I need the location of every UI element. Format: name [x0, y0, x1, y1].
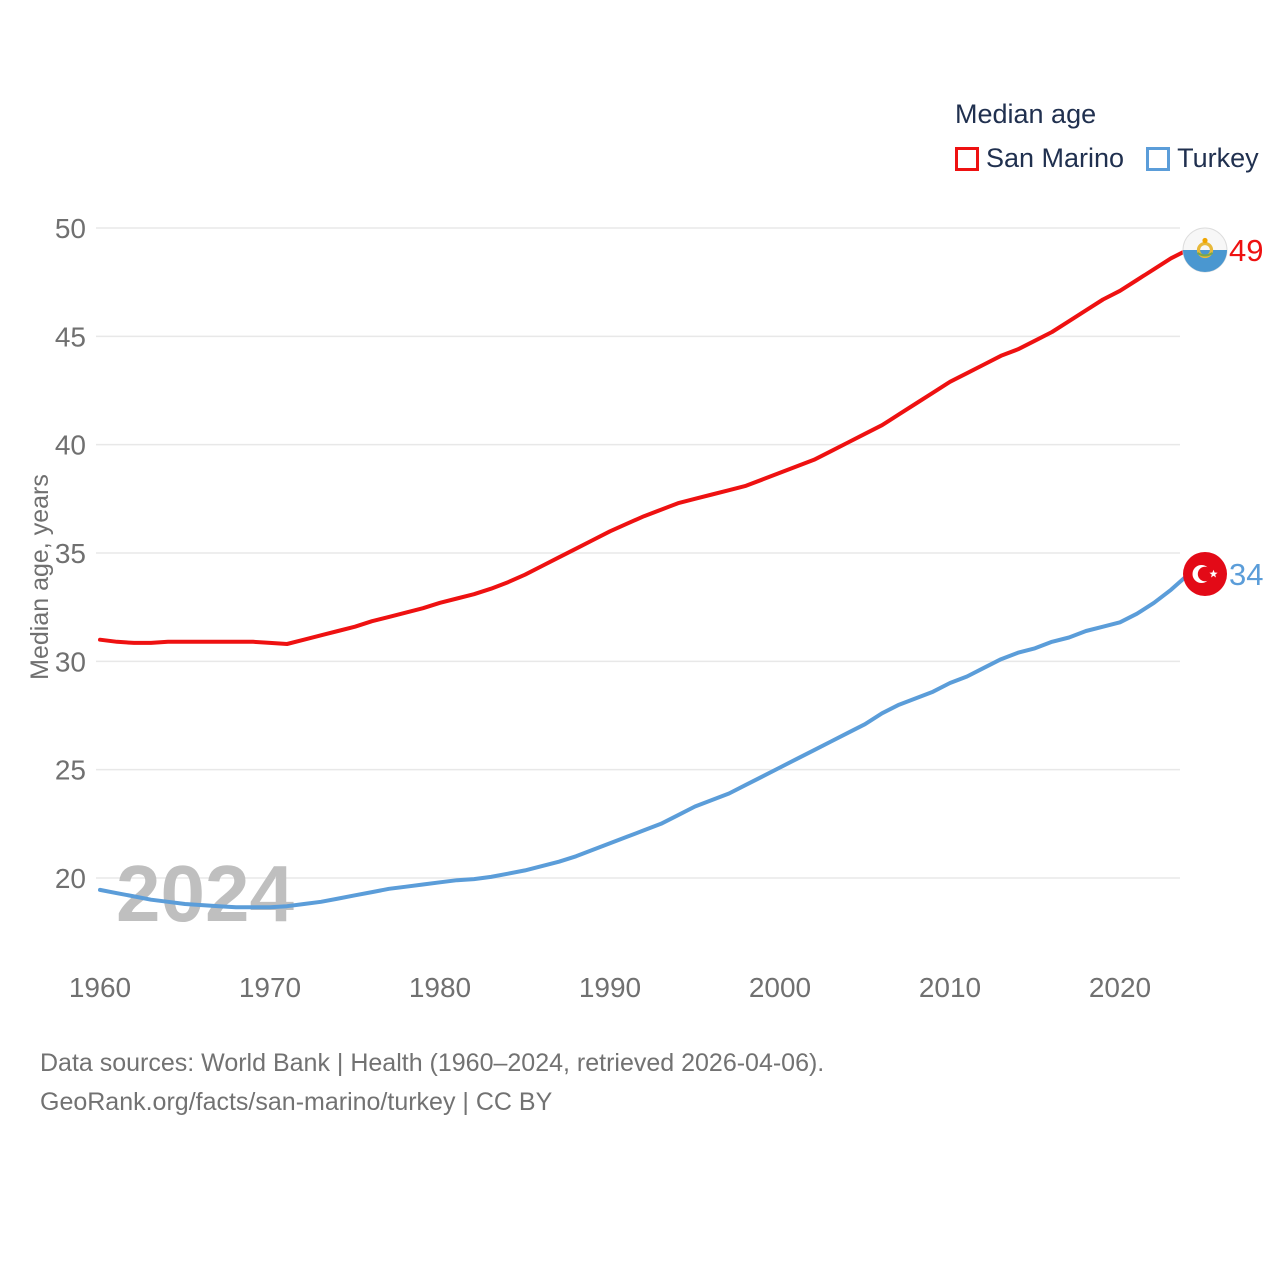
- x-tick-label: 2010: [919, 972, 981, 1003]
- y-tick-label: 50: [55, 213, 86, 244]
- gridlines: [96, 227, 1180, 879]
- x-axis-tick-labels: 1960 1970 1980 1990 2000 2010 2020: [69, 972, 1151, 1003]
- data-sources-line: Data sources: World Bank | Health (1960–…: [40, 1049, 825, 1077]
- y-tick-label: 35: [55, 538, 86, 569]
- y-axis-tick-labels: 50 45 40 35 30 25 20: [55, 213, 86, 894]
- san-marino-checkbox-icon[interactable]: [955, 146, 979, 171]
- san-marino-flag-icon: [1182, 227, 1228, 273]
- y-tick-label: 30: [55, 646, 86, 677]
- x-tick-label: 1970: [239, 972, 301, 1003]
- turkey-checkbox-icon[interactable]: [1146, 146, 1171, 171]
- y-tick-label: 20: [55, 863, 86, 894]
- series-lines: [98, 247, 1190, 910]
- legend-item-turkey[interactable]: Turkey: [1146, 143, 1259, 174]
- watermark-year: 2024: [116, 849, 295, 938]
- legend-title: Median age: [955, 99, 1097, 129]
- san-marino-line: [98, 247, 1190, 646]
- attribution-link-line: GeoRank.org/facts/san-marino/turkey | CC…: [40, 1088, 553, 1116]
- turkey-end-value: 34: [1229, 557, 1263, 592]
- y-tick-label: 40: [55, 430, 86, 461]
- san-marino-end-value: 49: [1229, 233, 1263, 268]
- x-tick-label: 1980: [409, 972, 471, 1003]
- y-tick-label: 45: [55, 321, 86, 352]
- legend-item-san-marino[interactable]: San Marino: [955, 143, 1124, 174]
- legend: Median age San Marino Turkey: [955, 99, 1259, 174]
- legend-items: San Marino Turkey: [955, 143, 1259, 174]
- y-tick-label: 25: [55, 755, 86, 786]
- legend-label-turkey[interactable]: Turkey: [1177, 143, 1259, 173]
- x-tick-label: 1960: [69, 972, 131, 1003]
- x-tick-label: 2000: [749, 972, 811, 1003]
- footer: Data sources: World Bank | Health (1960–…: [40, 1044, 824, 1122]
- x-tick-label: 1990: [579, 972, 641, 1003]
- turkey-line: [98, 572, 1190, 910]
- turkey-flag-icon: [1183, 552, 1227, 596]
- legend-label-san-marino[interactable]: San Marino: [986, 143, 1125, 173]
- y-axis-title: Median age, years: [26, 474, 54, 680]
- x-tick-label: 2020: [1089, 972, 1151, 1003]
